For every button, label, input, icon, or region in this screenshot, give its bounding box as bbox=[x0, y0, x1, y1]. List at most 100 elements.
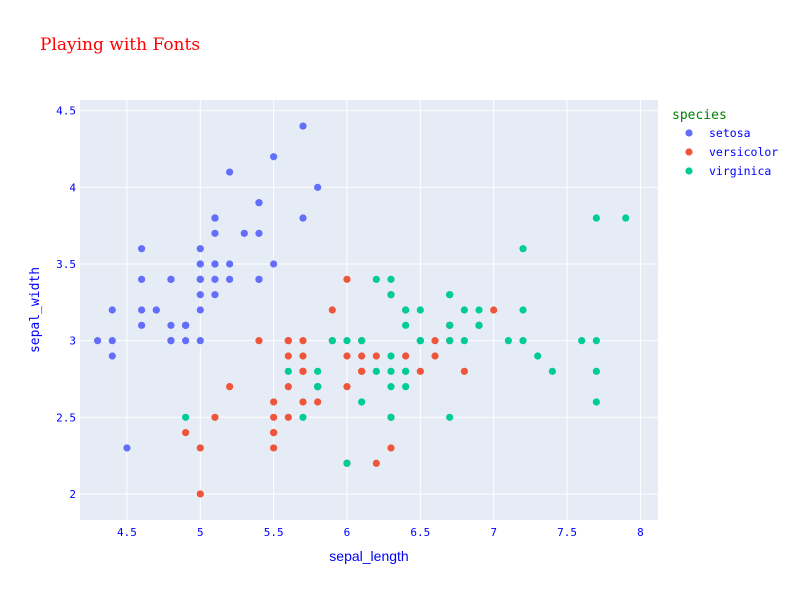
data-point[interactable] bbox=[167, 275, 175, 283]
data-point[interactable] bbox=[196, 337, 204, 345]
data-point[interactable] bbox=[138, 245, 146, 253]
data-point[interactable] bbox=[592, 398, 600, 406]
data-point[interactable] bbox=[372, 367, 380, 375]
data-point[interactable] bbox=[255, 229, 263, 237]
data-point[interactable] bbox=[196, 490, 204, 498]
data-point[interactable] bbox=[270, 413, 278, 421]
data-point[interactable] bbox=[270, 398, 278, 406]
data-point[interactable] bbox=[387, 352, 395, 360]
data-point[interactable] bbox=[196, 306, 204, 314]
data-point[interactable] bbox=[460, 306, 468, 314]
data-point[interactable] bbox=[284, 413, 292, 421]
data-point[interactable] bbox=[211, 413, 219, 421]
legend-item-setosa[interactable]: setosa bbox=[685, 126, 751, 140]
data-point[interactable] bbox=[416, 306, 424, 314]
data-point[interactable] bbox=[138, 306, 146, 314]
data-point[interactable] bbox=[270, 153, 278, 161]
legend-item-virginica[interactable]: virginica bbox=[685, 164, 771, 178]
data-point[interactable] bbox=[402, 352, 410, 360]
data-point[interactable] bbox=[372, 459, 380, 467]
data-point[interactable] bbox=[299, 214, 307, 222]
data-point[interactable] bbox=[226, 275, 234, 283]
data-point[interactable] bbox=[152, 306, 160, 314]
data-point[interactable] bbox=[299, 413, 307, 421]
data-point[interactable] bbox=[519, 337, 527, 345]
plot-area[interactable] bbox=[80, 100, 658, 520]
data-point[interactable] bbox=[211, 275, 219, 283]
data-point[interactable] bbox=[387, 444, 395, 452]
data-point[interactable] bbox=[138, 275, 146, 283]
data-point[interactable] bbox=[622, 214, 630, 222]
data-point[interactable] bbox=[196, 275, 204, 283]
data-point[interactable] bbox=[328, 306, 336, 314]
data-point[interactable] bbox=[123, 444, 131, 452]
data-point[interactable] bbox=[226, 168, 234, 176]
data-point[interactable] bbox=[446, 413, 454, 421]
data-point[interactable] bbox=[314, 367, 322, 375]
data-point[interactable] bbox=[211, 291, 219, 299]
data-point[interactable] bbox=[343, 383, 351, 391]
data-point[interactable] bbox=[270, 429, 278, 437]
data-point[interactable] bbox=[446, 291, 454, 299]
data-point[interactable] bbox=[108, 337, 116, 345]
data-point[interactable] bbox=[504, 337, 512, 345]
data-point[interactable] bbox=[196, 245, 204, 253]
data-point[interactable] bbox=[358, 352, 366, 360]
data-point[interactable] bbox=[387, 413, 395, 421]
data-point[interactable] bbox=[284, 367, 292, 375]
data-point[interactable] bbox=[343, 352, 351, 360]
data-point[interactable] bbox=[299, 352, 307, 360]
data-point[interactable] bbox=[358, 367, 366, 375]
data-point[interactable] bbox=[343, 459, 351, 467]
data-point[interactable] bbox=[592, 337, 600, 345]
data-point[interactable] bbox=[255, 275, 263, 283]
data-point[interactable] bbox=[343, 337, 351, 345]
data-point[interactable] bbox=[387, 367, 395, 375]
data-point[interactable] bbox=[299, 122, 307, 130]
data-point[interactable] bbox=[284, 383, 292, 391]
data-point[interactable] bbox=[402, 367, 410, 375]
data-point[interactable] bbox=[592, 367, 600, 375]
data-point[interactable] bbox=[196, 260, 204, 268]
data-point[interactable] bbox=[475, 306, 483, 314]
data-point[interactable] bbox=[475, 321, 483, 329]
data-point[interactable] bbox=[108, 306, 116, 314]
data-point[interactable] bbox=[314, 183, 322, 191]
data-point[interactable] bbox=[284, 337, 292, 345]
data-point[interactable] bbox=[578, 337, 586, 345]
data-point[interactable] bbox=[548, 367, 556, 375]
data-point[interactable] bbox=[182, 413, 190, 421]
data-point[interactable] bbox=[431, 337, 439, 345]
data-point[interactable] bbox=[108, 352, 116, 360]
data-point[interactable] bbox=[519, 245, 527, 253]
data-point[interactable] bbox=[138, 321, 146, 329]
data-point[interactable] bbox=[240, 229, 248, 237]
data-point[interactable] bbox=[314, 383, 322, 391]
data-point[interactable] bbox=[299, 367, 307, 375]
data-point[interactable] bbox=[211, 260, 219, 268]
data-point[interactable] bbox=[416, 337, 424, 345]
data-point[interactable] bbox=[270, 444, 278, 452]
data-point[interactable] bbox=[460, 337, 468, 345]
data-point[interactable] bbox=[402, 383, 410, 391]
data-point[interactable] bbox=[460, 367, 468, 375]
data-point[interactable] bbox=[358, 398, 366, 406]
data-point[interactable] bbox=[182, 321, 190, 329]
data-point[interactable] bbox=[270, 260, 278, 268]
data-point[interactable] bbox=[299, 337, 307, 345]
data-point[interactable] bbox=[519, 306, 527, 314]
data-point[interactable] bbox=[343, 275, 351, 283]
data-point[interactable] bbox=[387, 275, 395, 283]
data-point[interactable] bbox=[255, 199, 263, 207]
data-point[interactable] bbox=[211, 229, 219, 237]
data-point[interactable] bbox=[167, 321, 175, 329]
data-point[interactable] bbox=[387, 383, 395, 391]
data-point[interactable] bbox=[211, 214, 219, 222]
data-point[interactable] bbox=[402, 306, 410, 314]
data-point[interactable] bbox=[226, 260, 234, 268]
data-point[interactable] bbox=[314, 398, 322, 406]
data-point[interactable] bbox=[94, 337, 102, 345]
data-point[interactable] bbox=[196, 291, 204, 299]
legend-item-versicolor[interactable]: versicolor bbox=[685, 145, 778, 159]
data-point[interactable] bbox=[328, 337, 336, 345]
